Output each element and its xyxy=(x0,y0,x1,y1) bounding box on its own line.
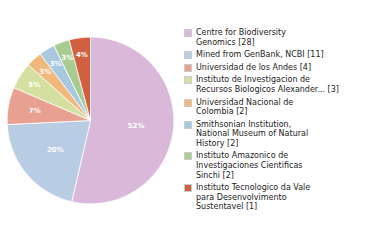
svg-text:3%: 3% xyxy=(50,60,62,68)
svg-text:20%: 20% xyxy=(47,146,64,154)
svg-text:5%: 5% xyxy=(28,81,40,89)
html-text:Instituto de Investigacion de: Instituto de Investigacion de Recursos B… xyxy=(196,75,339,94)
html-text:Universidad de los Andes [4]: Universidad de los Andes [4] xyxy=(196,62,311,72)
html-text:Instituto Tecnologico da Vale: Instituto Tecnologico da Vale para Desen… xyxy=(196,183,311,212)
html-text:Universidad Nacional de Colomb: Universidad Nacional de Colombia [2] xyxy=(196,97,294,117)
html-text:Smithsonian Institution, Natio: Smithsonian Institution, National Museum… xyxy=(196,119,309,148)
html-text:Centre for Biodiversity Genomi: Centre for Biodiversity Genomics [28] xyxy=(196,28,286,47)
svg-text:3%: 3% xyxy=(39,68,51,76)
svg-text:4%: 4% xyxy=(76,51,88,59)
svg-text:3%: 3% xyxy=(61,54,73,62)
html-text:Mined from GenBank, NCBI [11]: Mined from GenBank, NCBI [11] xyxy=(196,50,324,60)
svg-text:52%: 52% xyxy=(128,122,145,130)
svg-text:7%: 7% xyxy=(29,107,41,115)
html-text:Instituto Amazonico de Investi: Instituto Amazonico de Investigaciones C… xyxy=(196,151,303,180)
